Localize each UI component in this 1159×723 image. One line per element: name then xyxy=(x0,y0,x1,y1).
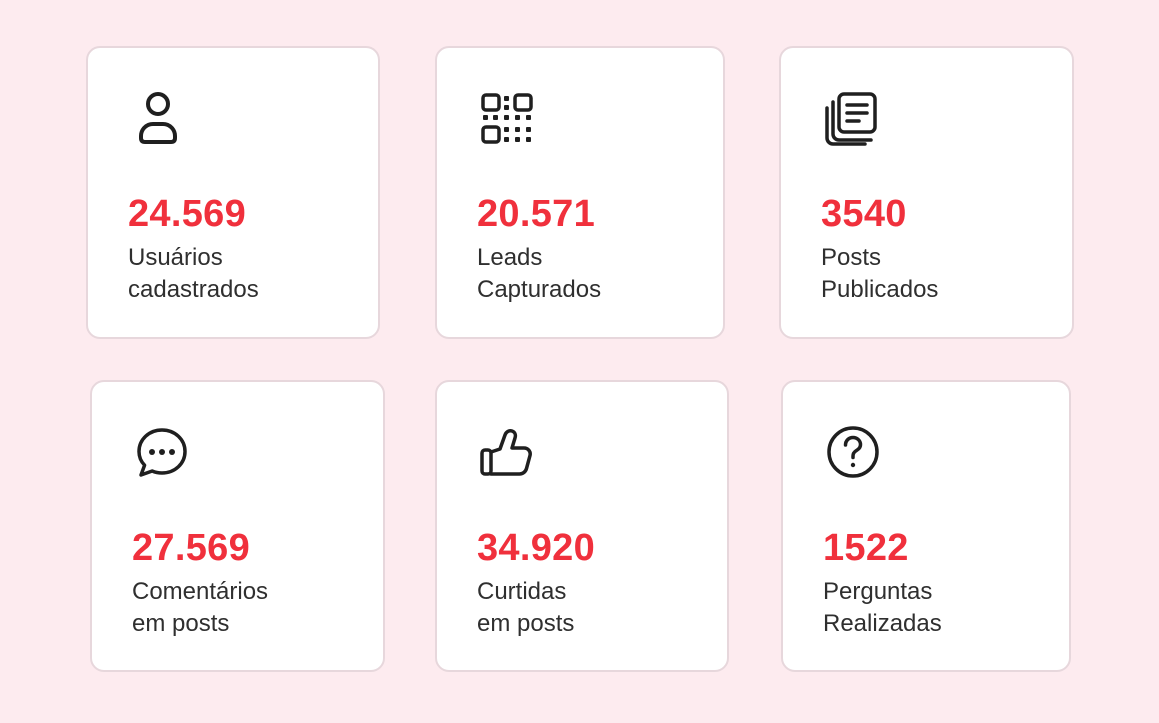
thumbs-up-icon xyxy=(475,420,539,484)
stat-label-line: em posts xyxy=(477,610,575,637)
stat-label-line: Leads xyxy=(477,244,543,271)
stat-label-line: Usuários xyxy=(128,244,223,271)
user-icon xyxy=(126,86,190,150)
stat-card-users: 24.569 Usuários cadastrados xyxy=(86,46,380,339)
stat-value: 3540 xyxy=(821,193,907,235)
stat-card-leads: 20.571 Leads Capturados xyxy=(435,46,725,339)
stat-label-line: Capturados xyxy=(477,276,602,303)
question-icon xyxy=(821,420,885,484)
stat-label-line: em posts xyxy=(132,610,230,637)
stat-label-line: Publicados xyxy=(821,276,939,303)
stat-label-line: Comentários xyxy=(132,578,269,605)
stat-card-comments: 27.569 Comentários em posts xyxy=(90,380,385,672)
stat-label: Curtidas em posts xyxy=(477,576,574,640)
stat-value: 20.571 xyxy=(477,193,596,235)
stat-card-posts: 3540 Posts Publicados xyxy=(779,46,1074,339)
stat-label-line: Realizadas xyxy=(823,610,942,637)
chat-bubble-icon xyxy=(130,420,194,484)
stat-card-questions: 1522 Perguntas Realizadas xyxy=(781,380,1071,672)
stat-value: 27.569 xyxy=(132,527,251,569)
stat-value: 24.569 xyxy=(128,193,247,235)
stat-label: Leads Capturados xyxy=(477,242,601,306)
documents-icon xyxy=(819,86,883,150)
stat-label: Usuários cadastrados xyxy=(128,242,259,306)
stat-value: 1522 xyxy=(823,527,909,569)
stat-label-line: cadastrados xyxy=(128,276,259,303)
stat-value: 34.920 xyxy=(477,527,596,569)
qr-code-icon xyxy=(475,86,539,150)
stat-label-line: Posts xyxy=(821,244,882,271)
stat-label: Perguntas Realizadas xyxy=(823,576,942,640)
stat-card-likes: 34.920 Curtidas em posts xyxy=(435,380,729,672)
stat-label-line: Perguntas xyxy=(823,578,933,605)
stat-label: Comentários em posts xyxy=(132,576,268,640)
stat-label-line: Curtidas xyxy=(477,578,567,605)
stat-label: Posts Publicados xyxy=(821,242,938,306)
